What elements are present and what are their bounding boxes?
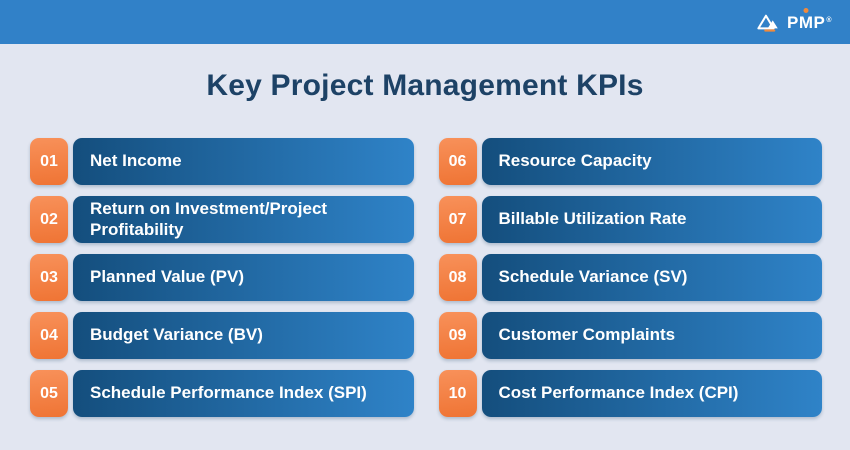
kpi-label-bar: Resource Capacity xyxy=(481,138,822,185)
kpi-column-right: 06 Resource Capacity 07 Billable Utiliza… xyxy=(438,138,822,417)
kpi-number-badge: 09 xyxy=(438,312,477,359)
kpi-label-bar: Billable Utilization Rate xyxy=(481,196,822,243)
logo-letter-m: M xyxy=(798,12,814,32)
kpi-row-01: 01 Net Income xyxy=(30,138,414,185)
kpi-number-badge: 05 xyxy=(30,370,68,417)
kpi-number-badge: 06 xyxy=(438,138,477,185)
pmp-logo: P M P ® xyxy=(755,12,832,33)
logo-letter-p2: P xyxy=(813,12,826,32)
kpi-label-bar: Net Income xyxy=(73,138,414,185)
kpi-number-badge: 10 xyxy=(438,370,477,417)
kpi-number-badge: 03 xyxy=(30,254,68,301)
kpi-label-bar: Schedule Variance (SV) xyxy=(481,254,822,301)
page-title: Key Project Management KPIs xyxy=(206,69,644,102)
kpi-number-badge: 02 xyxy=(30,196,68,243)
header-bar: P M P ® xyxy=(0,0,850,44)
kpi-column-left: 01 Net Income 02 Return on Investment/Pr… xyxy=(30,138,414,417)
kpi-label-bar: Planned Value (PV) xyxy=(73,254,414,301)
kpi-label-bar: Cost Performance Index (CPI) xyxy=(481,370,822,417)
kpi-row-07: 07 Billable Utilization Rate xyxy=(438,196,822,243)
kpi-row-06: 06 Resource Capacity xyxy=(438,138,822,185)
kpi-row-08: 08 Schedule Variance (SV) xyxy=(438,254,822,301)
kpi-row-05: 05 Schedule Performance Index (SPI) xyxy=(30,370,414,417)
pmp-logo-text: P M P ® xyxy=(787,14,832,31)
kpi-row-09: 09 Customer Complaints xyxy=(438,312,822,359)
kpi-row-02: 02 Return on Investment/Project Profitab… xyxy=(30,196,414,243)
kpi-number-badge: 01 xyxy=(30,138,68,185)
kpi-number-badge: 08 xyxy=(438,254,477,301)
kpi-label-bar: Customer Complaints xyxy=(481,312,822,359)
kpi-number-badge: 04 xyxy=(30,312,68,359)
kpi-label-bar: Return on Investment/Project Profitabili… xyxy=(73,196,414,243)
logo-letter-p1: P xyxy=(786,12,799,32)
kpi-label-bar: Schedule Performance Index (SPI) xyxy=(73,370,414,417)
pmp-logo-triangle-icon xyxy=(757,14,778,32)
kpi-number-badge: 07 xyxy=(438,196,477,243)
kpi-label-bar: Budget Variance (BV) xyxy=(73,312,414,359)
kpi-grid: 01 Net Income 02 Return on Investment/Pr… xyxy=(30,138,822,417)
kpi-row-03: 03 Planned Value (PV) xyxy=(30,254,414,301)
registered-trademark-symbol: ® xyxy=(826,16,832,24)
kpi-row-04: 04 Budget Variance (BV) xyxy=(30,312,414,359)
kpi-row-10: 10 Cost Performance Index (CPI) xyxy=(438,370,822,417)
